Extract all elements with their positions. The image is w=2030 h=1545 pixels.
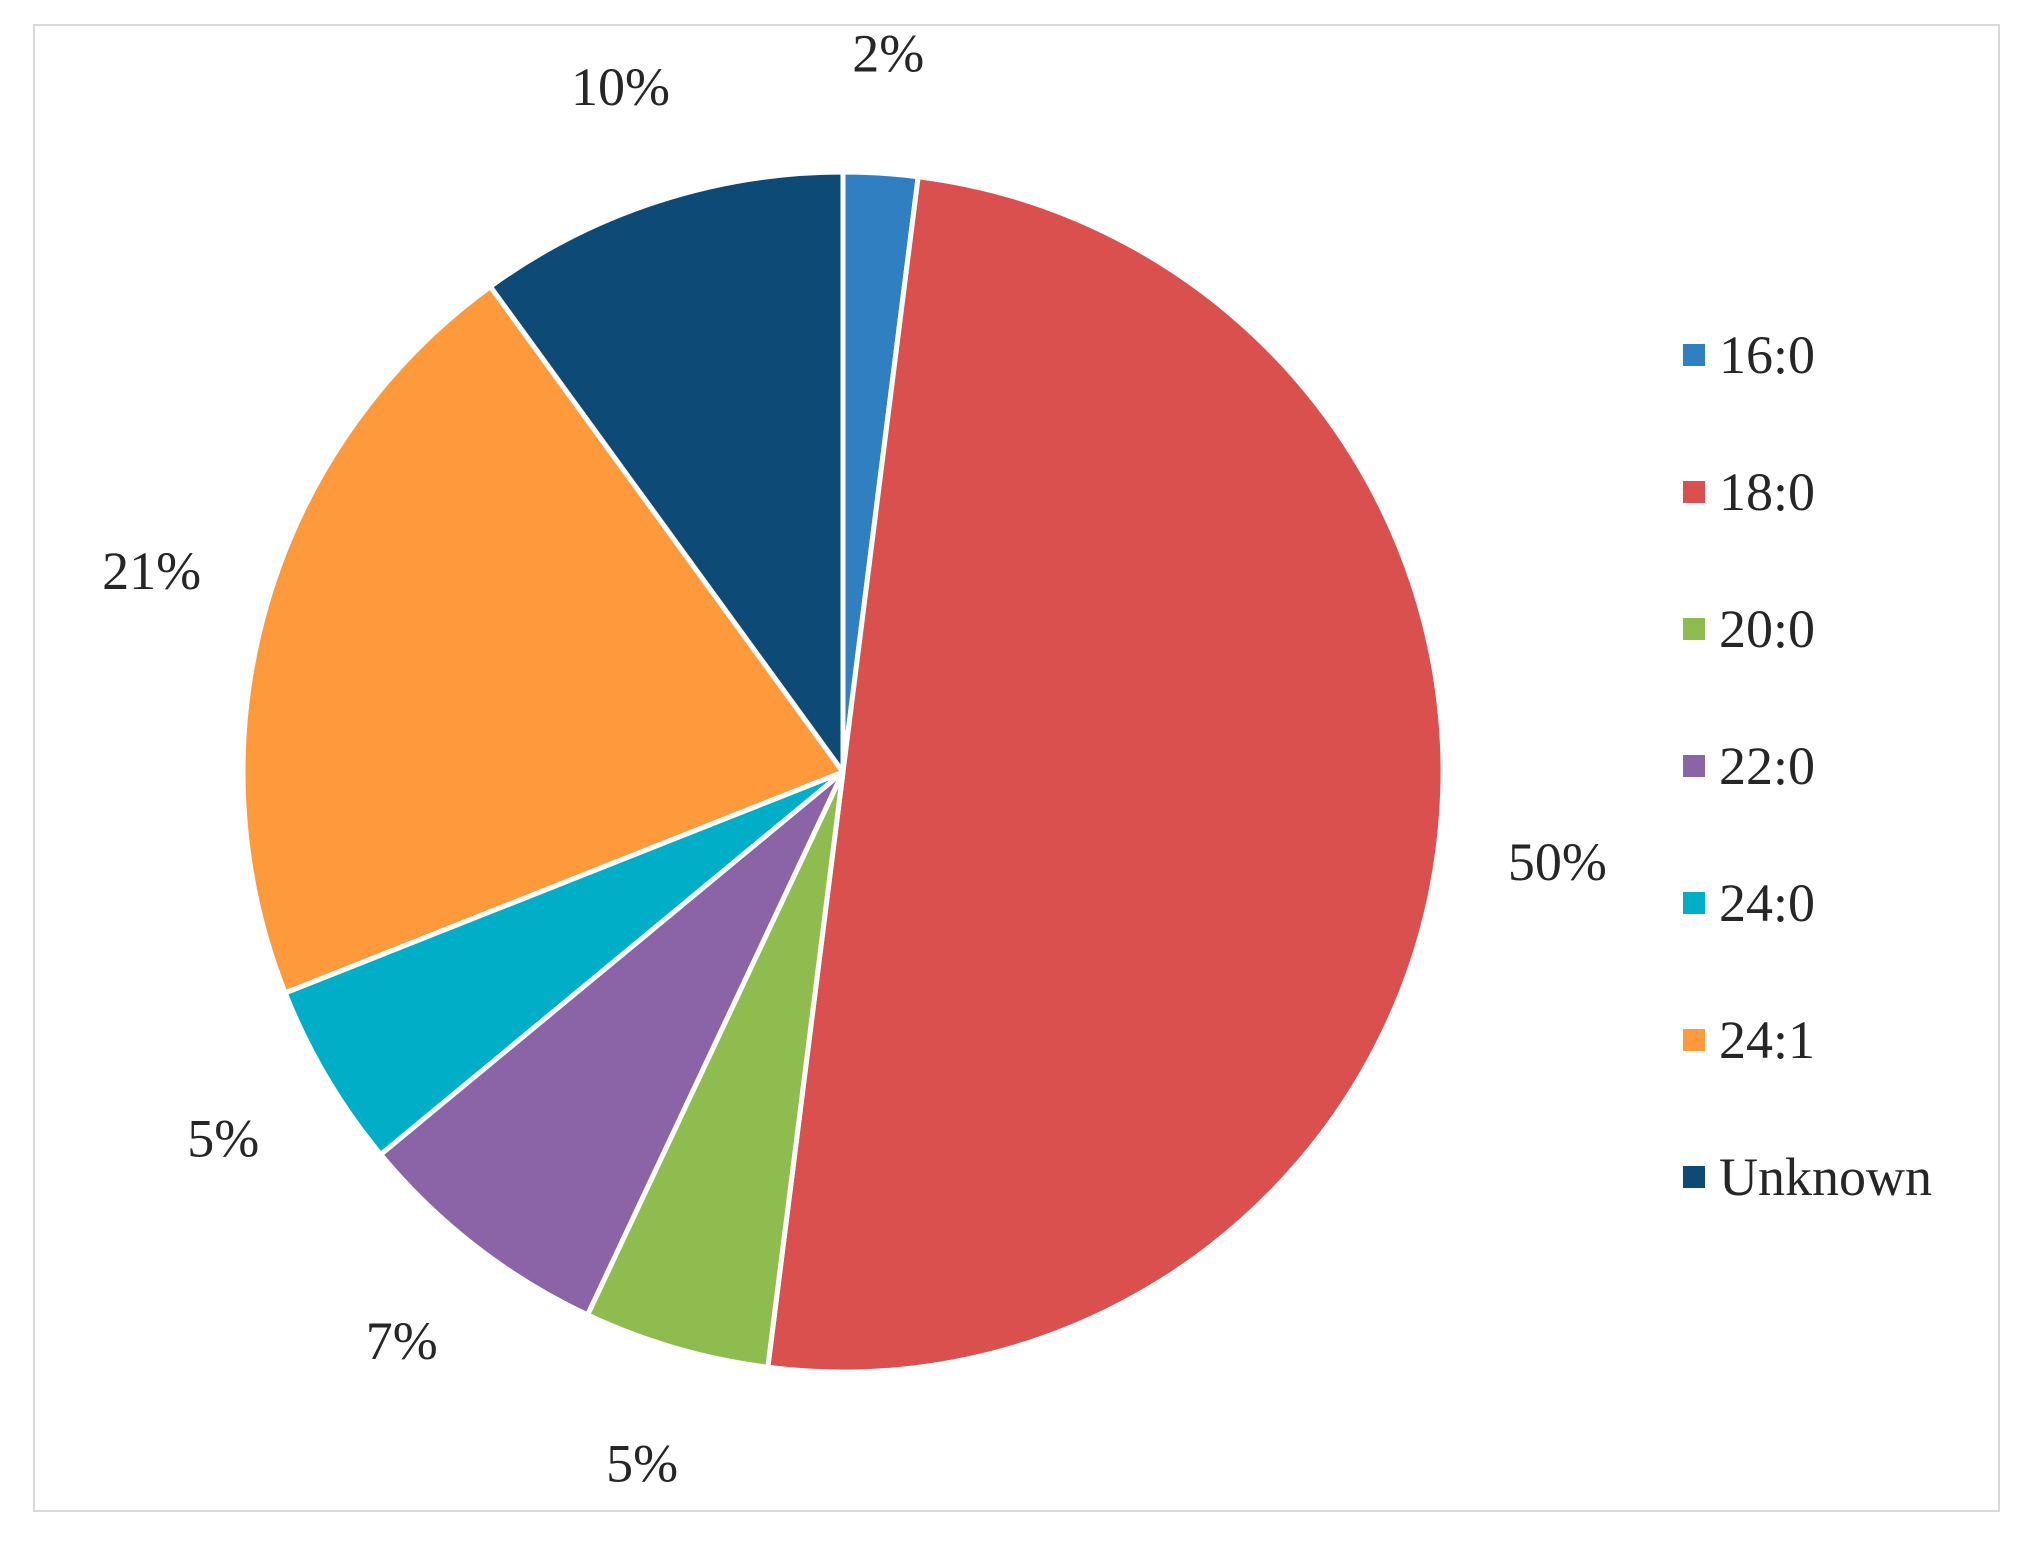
legend-swatch-20-0 — [1683, 618, 1705, 640]
legend-label-22-0: 22:0 — [1719, 736, 1815, 796]
pie-slices — [240, 169, 1446, 1375]
pie-value-labels: 2% 50% 5% 7% 5% 21% 10% — [102, 23, 1607, 1493]
pie-slice-unknown — [487, 169, 846, 775]
pie-slice-18-0 — [765, 174, 1446, 1375]
value-label-unknown: 10% — [571, 57, 670, 117]
legend-item-24-1: 24:1 — [1683, 1010, 1815, 1070]
pie-slice-24-1 — [240, 284, 846, 996]
legend-label-16-0: 16:0 — [1719, 325, 1815, 385]
value-label-24-1: 21% — [102, 541, 201, 601]
value-label-18-0: 50% — [1508, 832, 1607, 892]
legend-label-unknown: Unknown — [1719, 1147, 1932, 1207]
legend-swatch-unknown — [1683, 1166, 1705, 1188]
legend-label-24-1: 24:1 — [1719, 1010, 1815, 1070]
legend-item-20-0: 20:0 — [1683, 599, 1815, 659]
legend-item-24-0: 24:0 — [1683, 873, 1815, 933]
legend-swatch-24-1 — [1683, 1029, 1705, 1051]
value-label-24-0: 5% — [187, 1109, 259, 1169]
legend-item-18-0: 18:0 — [1683, 462, 1815, 522]
legend-item-unknown: Unknown — [1683, 1147, 1932, 1207]
legend-label-20-0: 20:0 — [1719, 599, 1815, 659]
legend-swatch-24-0 — [1683, 892, 1705, 914]
value-label-16-0: 2% — [852, 23, 924, 83]
legend-swatch-16-0 — [1683, 344, 1705, 366]
pie-slice-22-0 — [378, 769, 846, 1318]
value-label-22-0: 7% — [366, 1311, 438, 1371]
legend-swatch-18-0 — [1683, 481, 1705, 503]
value-label-20-0: 5% — [606, 1433, 678, 1493]
pie-slice-24-0 — [282, 769, 846, 1157]
legend-label-18-0: 18:0 — [1719, 462, 1815, 522]
legend: 16:0 18:0 20:0 22:0 24:0 24:1 Unknown — [1683, 325, 1932, 1207]
legend-label-24-0: 24:0 — [1719, 873, 1815, 933]
legend-swatch-22-0 — [1683, 755, 1705, 777]
pie-slice-20-0 — [585, 769, 846, 1370]
legend-item-22-0: 22:0 — [1683, 736, 1815, 796]
legend-item-16-0: 16:0 — [1683, 325, 1815, 385]
